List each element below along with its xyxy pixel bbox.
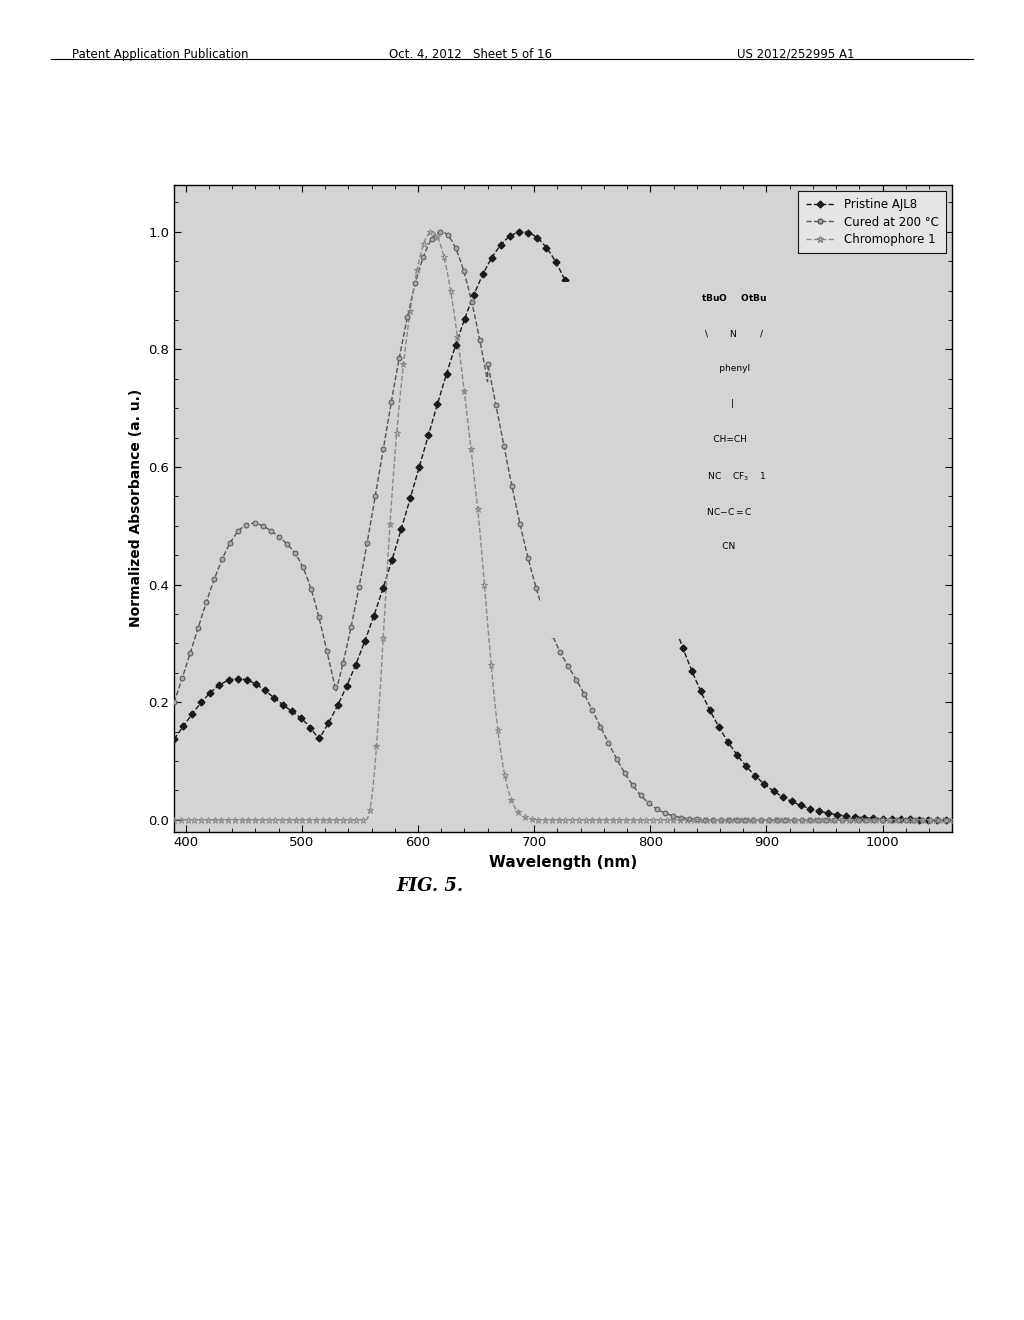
X-axis label: Wavelength (nm): Wavelength (nm): [489, 855, 637, 870]
Text: Patent Application Publication: Patent Application Publication: [72, 48, 248, 61]
Text: US 2012/252995 A1: US 2012/252995 A1: [737, 48, 855, 61]
Text: Oct. 4, 2012   Sheet 5 of 16: Oct. 4, 2012 Sheet 5 of 16: [389, 48, 552, 61]
Text: FIG. 5.: FIG. 5.: [396, 876, 464, 895]
Y-axis label: Normalized Absorbance (a. u.): Normalized Absorbance (a. u.): [129, 389, 142, 627]
Legend: Pristine AJL8, Cured at 200 °C, Chromophore 1: Pristine AJL8, Cured at 200 °C, Chromoph…: [799, 190, 946, 253]
